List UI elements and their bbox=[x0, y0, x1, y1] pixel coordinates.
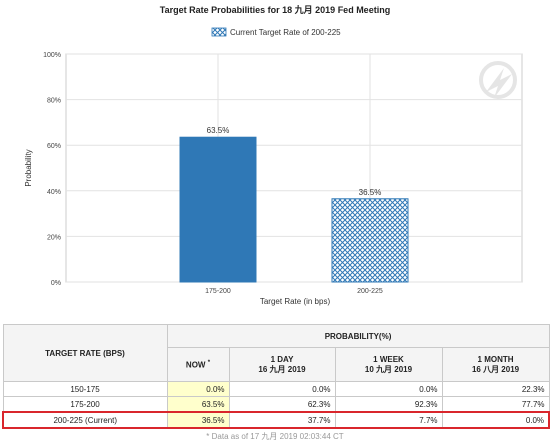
y-tick-label: 20% bbox=[47, 234, 61, 241]
probability-table: TARGET RATE (BPS) PROBABILITY(%) NOW * 1… bbox=[2, 323, 550, 429]
y-axis-label: Probability bbox=[24, 149, 33, 186]
y-tick-label: 60% bbox=[47, 143, 61, 150]
col-1day-header: 1 DAY 16 九月 2019 bbox=[228, 347, 336, 382]
gridlines bbox=[65, 53, 523, 283]
row-1day: 37.7% bbox=[228, 411, 336, 429]
y-tick-label: 0% bbox=[51, 280, 61, 287]
row-1month: 0.0% bbox=[441, 411, 550, 429]
legend-swatch bbox=[211, 27, 227, 37]
bar-175-200 bbox=[179, 136, 257, 283]
target-rate-header: TARGET RATE (BPS) bbox=[2, 324, 168, 382]
x-tick-label: 200-225 bbox=[357, 288, 383, 295]
col-now-mark: * bbox=[207, 360, 211, 367]
col-1week-header: 1 WEEK 10 九月 2019 bbox=[334, 347, 443, 382]
legend: Current Target Rate of 200-225 bbox=[211, 27, 341, 37]
bars: 63.5% 36.5% bbox=[179, 126, 409, 283]
probability-header: PROBABILITY(%) bbox=[166, 323, 550, 349]
col-1month-date: 16 八月 2019 bbox=[471, 364, 520, 374]
bar-value-label: 63.5% bbox=[207, 126, 230, 135]
y-tick-label: 100% bbox=[43, 52, 61, 59]
row-now: 63.5% bbox=[166, 396, 230, 413]
col-now-label: NOW bbox=[185, 360, 206, 370]
probability-table-container: TARGET RATE (BPS) PROBABILITY(%) NOW * 1… bbox=[2, 323, 550, 441]
y-tick-label: 40% bbox=[47, 189, 61, 196]
row-now: 0.0% bbox=[166, 381, 230, 397]
col-1day-date: 16 九月 2019 bbox=[258, 364, 306, 374]
plot-area bbox=[65, 53, 523, 283]
col-1month-header: 1 MONTH 16 八月 2019 bbox=[441, 347, 550, 382]
chart-title: Target Rate Probabilities for 18 九月 2019… bbox=[160, 4, 390, 15]
y-axis-ticks: 0% 20% 40% 60% 80% 100% bbox=[43, 52, 61, 287]
row-1day: 62.3% bbox=[228, 396, 336, 413]
y-tick-label: 80% bbox=[47, 98, 61, 105]
row-1month: 77.7% bbox=[441, 396, 550, 413]
row-1month: 22.3% bbox=[441, 381, 550, 397]
col-1month-label: 1 MONTH bbox=[477, 354, 514, 364]
row-1day: 0.0% bbox=[228, 381, 336, 397]
table-row: 175-200 63.5% 62.3% 92.3% 77.7% bbox=[2, 396, 550, 413]
row-1week: 0.0% bbox=[334, 381, 443, 397]
bar-value-label: 36.5% bbox=[359, 188, 382, 197]
col-now-header: NOW * bbox=[166, 347, 230, 382]
row-now: 36.5% bbox=[166, 411, 230, 429]
table-row: 150-175 0.0% 0.0% 0.0% 22.3% bbox=[2, 381, 550, 397]
x-axis-label: Target Rate (in bps) bbox=[260, 297, 331, 306]
row-rate: 175-200 bbox=[2, 396, 168, 413]
x-axis-ticks: 175-200 200-225 bbox=[205, 288, 383, 295]
table-row-current: 200-225 (Current) 36.5% 37.7% 7.7% 0.0% bbox=[2, 411, 550, 429]
row-rate: 200-225 (Current) bbox=[2, 411, 168, 429]
row-rate: 150-175 bbox=[2, 381, 168, 397]
col-1day-label: 1 DAY bbox=[270, 354, 294, 364]
row-1week: 92.3% bbox=[334, 396, 443, 413]
target-rate-chart: Target Rate Probabilities for 18 九月 2019… bbox=[24, 4, 523, 306]
legend-label: Current Target Rate of 200-225 bbox=[230, 28, 341, 37]
col-1week-label: 1 WEEK bbox=[373, 354, 404, 364]
col-1week-date: 10 九月 2019 bbox=[364, 364, 413, 374]
watermark-logo bbox=[479, 61, 517, 99]
row-1week: 7.7% bbox=[334, 411, 443, 429]
bar-200-225 bbox=[331, 198, 409, 283]
x-tick-label: 175-200 bbox=[205, 288, 231, 295]
